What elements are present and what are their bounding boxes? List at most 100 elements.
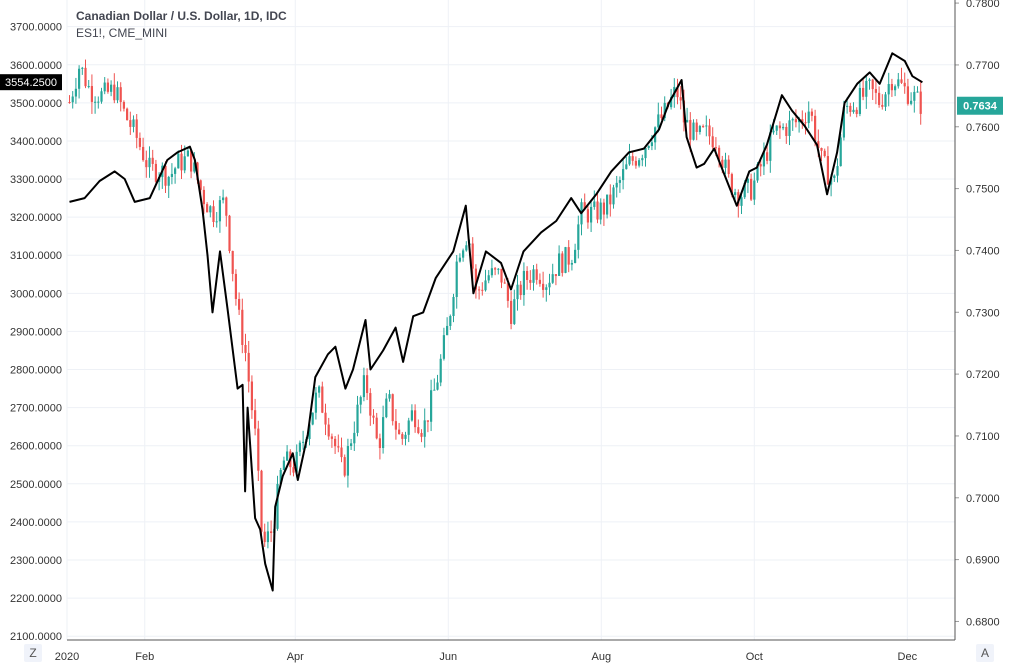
candle-body <box>702 126 705 128</box>
candle-body <box>481 289 484 291</box>
right-tick-label: 0.6800 <box>966 616 1000 628</box>
left-tick-label: 2700.0000 <box>10 403 62 415</box>
candle-body <box>762 152 766 167</box>
left-corner-button[interactable]: Z <box>24 644 42 662</box>
x-tick-label: Feb <box>135 651 154 663</box>
candle-body <box>286 451 289 461</box>
candle-body <box>532 269 535 283</box>
candle-body <box>778 125 782 129</box>
candle-body <box>382 417 385 449</box>
candle-body <box>801 119 804 123</box>
candle-body <box>279 469 282 484</box>
candle-body <box>209 206 212 213</box>
right-tick-label: 0.7200 <box>966 369 1000 381</box>
candle-body <box>113 84 116 101</box>
candle-body <box>734 192 737 196</box>
candle-body <box>276 483 279 529</box>
candle-body <box>846 105 849 107</box>
candle-body <box>417 427 420 433</box>
left-tick-label: 2300.0000 <box>10 555 62 567</box>
right-tick-label: 0.6900 <box>966 555 1000 567</box>
candle-body <box>503 282 506 284</box>
candle-body <box>865 80 868 97</box>
candle-body <box>164 165 167 186</box>
candle-body <box>740 197 743 206</box>
right-tick-label: 0.7600 <box>966 122 1000 134</box>
candle-body <box>820 148 823 151</box>
candle-body <box>724 159 727 168</box>
candle-body <box>215 221 218 223</box>
candle-body <box>670 97 673 108</box>
candle-body <box>110 84 113 92</box>
candle-body <box>151 157 154 164</box>
candle-body <box>638 160 641 166</box>
candle-body <box>590 206 593 223</box>
left-tick-label: 2200.0000 <box>10 593 62 605</box>
candle-body <box>833 175 836 178</box>
candle-body <box>689 119 692 140</box>
candle-body <box>353 432 356 444</box>
x-tick-label: Jun <box>439 651 457 663</box>
candle-body <box>574 249 577 263</box>
candle-body <box>903 82 906 87</box>
candle-body <box>398 429 401 435</box>
candle-body <box>577 224 580 250</box>
candle-body <box>225 197 228 216</box>
left-last-value-badge <box>0 74 62 91</box>
candle-body <box>190 150 193 172</box>
candle-body <box>810 111 814 116</box>
candle-body <box>282 460 286 470</box>
candle-body <box>442 335 446 359</box>
candle-body <box>676 86 679 98</box>
candle-body <box>538 279 542 284</box>
candle-body <box>586 209 590 223</box>
candle-body <box>103 82 106 92</box>
candle-body <box>548 282 551 288</box>
candle-body <box>711 136 714 148</box>
candle-body <box>628 156 631 165</box>
candle-body <box>122 102 126 109</box>
candle-body <box>324 412 327 425</box>
candle-body <box>180 153 183 171</box>
candle-body <box>836 166 839 176</box>
candle-body <box>193 162 196 172</box>
candle-body <box>321 386 324 413</box>
candle-body <box>426 420 430 422</box>
candle-body <box>804 122 807 124</box>
grid-lines <box>66 0 955 640</box>
candle-body <box>497 268 500 270</box>
candle-body <box>170 173 174 177</box>
left-tick-label: 2100.0000 <box>10 631 62 643</box>
es1-line <box>69 52 923 592</box>
candle-body <box>465 245 468 251</box>
right-corner-button[interactable]: A <box>976 644 994 662</box>
candle-body <box>695 122 698 132</box>
candle-body <box>135 119 138 138</box>
candle-body <box>238 298 241 310</box>
candle-body <box>420 432 423 437</box>
candle-body <box>250 381 254 411</box>
candle-body <box>458 257 462 262</box>
candle-body <box>346 446 350 476</box>
candle-body <box>292 467 295 473</box>
candle-body <box>484 280 487 291</box>
candle-body <box>378 438 382 449</box>
candle-body <box>487 275 490 281</box>
candle-body <box>369 393 372 416</box>
right-tick-label: 0.7000 <box>966 493 1000 505</box>
candle-body <box>814 115 817 142</box>
candle-body <box>785 126 788 136</box>
left-last-value-label: 3554.2500 <box>5 77 57 89</box>
es1-line-series <box>69 52 923 592</box>
candle-body <box>90 86 94 102</box>
candle-body <box>78 68 81 89</box>
candle-body <box>212 206 215 223</box>
candle-body <box>855 109 858 114</box>
candle-body <box>234 273 238 299</box>
left-tick-label: 3600.0000 <box>10 60 62 72</box>
candle-body <box>436 382 439 390</box>
candle-body <box>788 120 791 136</box>
candle-body <box>756 164 759 181</box>
